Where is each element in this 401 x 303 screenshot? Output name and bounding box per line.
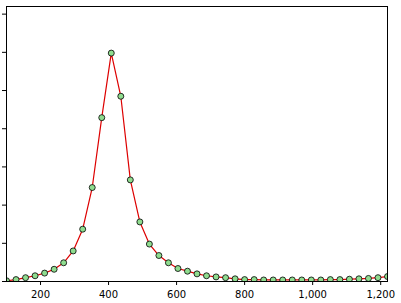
svg-text:1,000: 1,000 [298, 289, 327, 300]
svg-text:400: 400 [99, 289, 118, 300]
svg-text:600: 600 [167, 289, 186, 300]
svg-text:200: 200 [31, 289, 50, 300]
svg-text:800: 800 [235, 289, 254, 300]
svg-text:1,200: 1,200 [366, 289, 395, 300]
